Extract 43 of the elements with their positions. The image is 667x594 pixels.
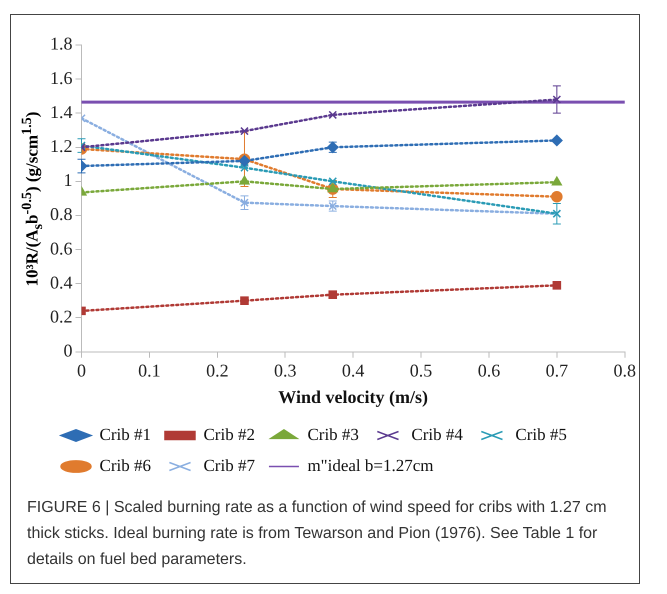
y-tick-label: 1.6 xyxy=(50,68,72,88)
y-tick-label: 1.2 xyxy=(50,136,72,156)
point xyxy=(328,290,338,299)
x-tick-label: 0.8 xyxy=(614,360,636,380)
y-tick-label: 0.4 xyxy=(50,272,72,292)
point xyxy=(240,126,249,136)
x-tick-label: 0.6 xyxy=(478,360,500,380)
x-tick-label: 0.5 xyxy=(410,360,432,380)
legend-label: Crib #6 xyxy=(100,456,151,475)
y-tick-label: 1.4 xyxy=(50,102,72,122)
legend-label: Crib #3 xyxy=(307,424,359,444)
x-tick-label: 0.1 xyxy=(138,360,161,380)
y-tick-label: 1.8 xyxy=(50,34,72,54)
point xyxy=(552,281,562,290)
caption: FIGURE 6 | Scaled burning rate as a function of wind speed for cribs with 1.27 cm thick sticks. Ideal burning rate is from Tewarson and Pion (1976). See Table 1 for details on fuel bed parameters. xyxy=(27,498,608,570)
legend-label: Crib #2 xyxy=(203,424,255,444)
x-tick-label: 0.4 xyxy=(342,360,364,380)
point xyxy=(551,190,563,202)
x-axis-title: Wind velocity (m/s) xyxy=(278,386,428,407)
legend-label: Crib #4 xyxy=(411,424,464,444)
x-tick-label: 0.3 xyxy=(274,360,296,380)
point xyxy=(552,176,562,186)
point xyxy=(328,183,338,192)
x-tick-label: 0.7 xyxy=(546,360,568,380)
point xyxy=(240,198,249,207)
y-tick-label: 0.6 xyxy=(50,238,72,258)
y-tick-label: 0.2 xyxy=(50,306,72,326)
point xyxy=(240,296,249,305)
x-tick-label: 0 xyxy=(77,360,86,380)
point xyxy=(552,95,562,104)
x-tick-label: 0.2 xyxy=(206,360,229,380)
legend-label: m"ideal b=1.27cm xyxy=(307,456,434,475)
point xyxy=(328,110,338,120)
legend-label: Crib #1 xyxy=(100,424,151,444)
legend-label: Crib #5 xyxy=(515,424,567,444)
point xyxy=(240,163,249,172)
legend-label: Crib #7 xyxy=(203,456,256,475)
y-tick-label: 0 xyxy=(64,340,72,361)
point xyxy=(328,177,338,186)
point xyxy=(239,176,250,185)
point xyxy=(551,134,563,146)
y-tick-label: 0.8 xyxy=(50,204,72,224)
y-tick-label: 1 xyxy=(64,170,72,190)
